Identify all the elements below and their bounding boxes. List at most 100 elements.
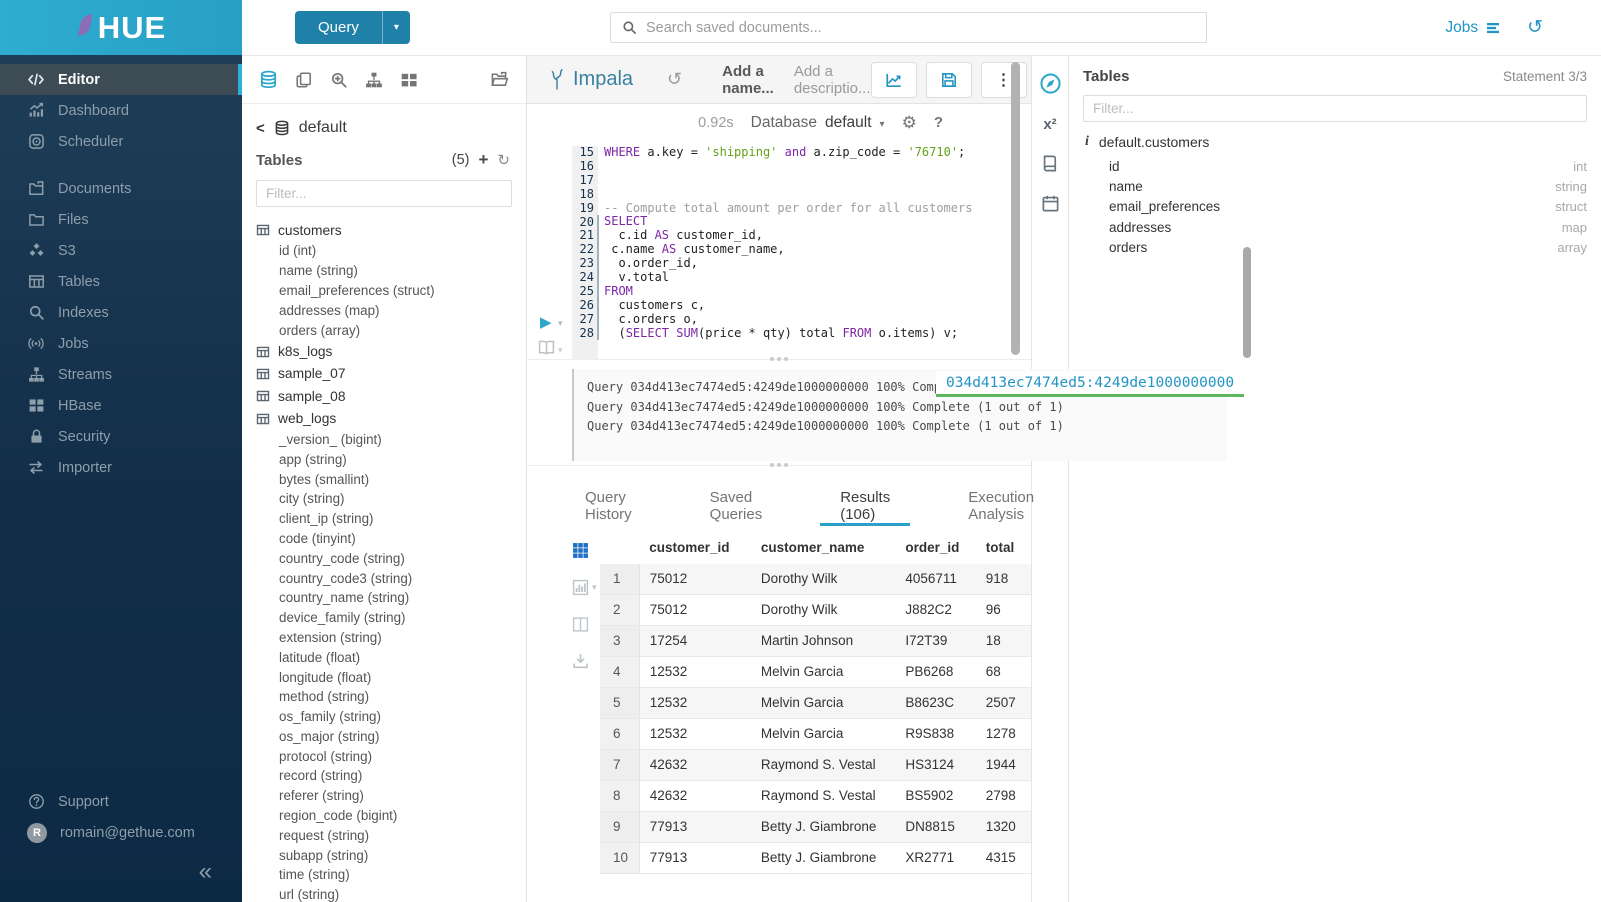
add-table-icon[interactable]: + (478, 150, 489, 169)
grid-view-icon[interactable] (572, 542, 597, 559)
column-item[interactable]: bytes (smallint) (279, 471, 370, 487)
sidebar-item-files[interactable]: Files (0, 204, 242, 235)
table-row[interactable]: 4 12532 Melvin Garcia PB6268 68 (600, 656, 1031, 688)
results-resize-handle[interactable] (527, 463, 1031, 475)
columns-view-icon[interactable] (572, 616, 597, 633)
table-row[interactable]: 7 42632 Raymond S. Vestal HS3124 1944 (600, 749, 1031, 781)
refresh-icon[interactable]: ↻ (497, 152, 510, 169)
table-item-sample-07[interactable]: sample_07 (256, 363, 526, 385)
column-item[interactable]: latitude (float) (279, 649, 361, 665)
column-item[interactable]: email_preferences (struct) (279, 282, 435, 298)
schema-column-addresses[interactable]: addresses map (1083, 217, 1587, 237)
column-item[interactable]: code (tinyint) (279, 530, 356, 546)
editor-code[interactable]: WHERE a.key = 'shipping' and a.zip_code … (598, 145, 972, 359)
active-table-ref[interactable]: i default.customers (1085, 134, 1587, 150)
column-item[interactable]: method (string) (279, 689, 370, 705)
tab-saved-queries[interactable]: Saved Queries (709, 489, 763, 523)
engine-selector[interactable]: Impala (549, 68, 633, 91)
table-row[interactable]: 3 17254 Martin Johnson I72T39 18 (600, 625, 1031, 657)
hue-logo[interactable]: HUE (0, 0, 242, 55)
sidebar-item-editor[interactable]: Editor (0, 64, 242, 95)
tab-execution-analysis[interactable]: Execution Analysis (968, 489, 1035, 523)
editor-scrollbar[interactable] (1243, 247, 1251, 358)
column-item[interactable]: request (string) (279, 827, 370, 843)
panel-scrollbar[interactable] (1011, 62, 1020, 355)
column-item[interactable]: record (string) (279, 768, 363, 784)
chart-button[interactable] (870, 61, 917, 98)
column-header-customer-id[interactable]: customer_id (649, 540, 730, 555)
schedule-calendar-icon[interactable] (1041, 194, 1060, 213)
help-icon[interactable]: ? (933, 114, 943, 131)
sidebar-item-hbase[interactable]: HBase (0, 390, 242, 421)
column-item[interactable]: region_code (bigint) (279, 808, 398, 824)
sitemap-icon[interactable] (365, 71, 383, 89)
table-row[interactable]: 2 75012 Dorothy Wilk J882C2 96 (600, 594, 1031, 626)
schema-column-name[interactable]: name string (1083, 176, 1587, 196)
zoom-in-icon[interactable] (330, 71, 348, 89)
query-dropdown-caret[interactable]: ▾ (381, 11, 410, 44)
table-item-k8s-logs[interactable]: k8s_logs (256, 340, 526, 362)
table-row[interactable]: 1 75012 Dorothy Wilk 4056711 918 (600, 564, 1031, 595)
column-header-total[interactable]: total (985, 540, 1015, 555)
table-item-customers[interactable]: customers (256, 219, 526, 241)
chart-view-icon[interactable]: ▾ (572, 579, 597, 596)
download-icon[interactable] (572, 653, 597, 670)
tab-query-history[interactable]: Query History (585, 489, 632, 523)
query-id-overlay[interactable]: 034d413ec7474ed5:4249de1000000000 (936, 371, 1245, 397)
sidebar-item-importer[interactable]: Importer (0, 452, 242, 483)
apps-grid-icon[interactable] (400, 71, 418, 89)
table-row[interactable]: 8 42632 Raymond S. Vestal BS5902 2798 (600, 780, 1031, 812)
sidebar-item-streams[interactable]: Streams (0, 359, 242, 390)
column-item[interactable]: name (string) (279, 263, 358, 279)
column-item[interactable]: extension (string) (279, 629, 382, 645)
chart-type-caret[interactable]: ▾ (592, 582, 597, 592)
tab-results-106[interactable]: Results (106) (820, 475, 911, 526)
column-item[interactable]: subapp (string) (279, 847, 369, 863)
history-icon[interactable]: ↺ (1527, 17, 1543, 38)
jobs-link[interactable]: Jobs (1445, 19, 1501, 37)
open-folder-icon[interactable] (490, 70, 509, 89)
table-row[interactable]: 9 77913 Betty J. Giambrone DN8815 1320 (600, 811, 1031, 843)
save-button[interactable] (925, 61, 972, 98)
execute-options-caret[interactable]: ▾ (558, 318, 563, 328)
sidebar-item-tables[interactable]: Tables (0, 266, 242, 297)
sidebar-item-s3[interactable]: S3 (0, 235, 242, 266)
column-item[interactable]: country_name (string) (279, 590, 410, 606)
column-item[interactable]: country_code (string) (279, 550, 405, 566)
query-name-field[interactable]: Add a name... (722, 62, 774, 97)
query-description-field[interactable]: Add a descriptio... (793, 62, 871, 97)
search-input[interactable] (646, 19, 1206, 36)
column-item[interactable]: city (string) (279, 491, 345, 507)
sidebar-item-user[interactable]: R romain@gethue.com (0, 817, 242, 848)
presentation-mode-icon[interactable] (538, 340, 555, 355)
sidebar-item-security[interactable]: Security (0, 421, 242, 452)
log-resize-handle[interactable] (527, 357, 1031, 369)
database-source-icon[interactable] (259, 70, 278, 89)
database-dropdown[interactable]: Database default ▾ (751, 114, 885, 132)
schema-column-email-preferences[interactable]: email_preferences struct (1083, 197, 1587, 217)
column-header-customer-name[interactable]: customer_name (760, 540, 865, 555)
column-item[interactable]: country_code3 (string) (279, 570, 413, 586)
column-item[interactable]: _version_ (bigint) (279, 431, 382, 447)
assistant-compass-icon[interactable] (1039, 72, 1062, 95)
column-item[interactable]: client_ip (string) (279, 511, 374, 527)
table-item-sample-08[interactable]: sample_08 (256, 385, 526, 407)
sidebar-item-dashboard[interactable]: Dashboard (0, 95, 242, 126)
table-item-web-logs[interactable]: web_logs (256, 408, 526, 430)
schema-column-orders[interactable]: orders array (1083, 237, 1587, 257)
column-item[interactable]: os_family (string) (279, 709, 381, 725)
column-item[interactable]: time (string) (279, 867, 350, 883)
table-row[interactable]: 10 77913 Betty J. Giambrone XR2771 4315 (600, 842, 1031, 874)
column-header-order-id[interactable]: order_id (905, 540, 960, 555)
query-button[interactable]: Query ▾ (295, 11, 410, 44)
language-reference-icon[interactable] (1041, 154, 1060, 173)
database-name[interactable]: default (298, 119, 347, 136)
back-icon[interactable]: < (256, 119, 265, 137)
column-item[interactable]: id (int) (279, 243, 317, 259)
sidebar-item-jobs[interactable]: Jobs (0, 328, 242, 359)
column-item[interactable]: app (string) (279, 451, 347, 467)
query-history-icon[interactable]: ↺ (667, 69, 683, 89)
column-item[interactable]: protocol (string) (279, 748, 373, 764)
column-item[interactable]: os_major (string) (279, 728, 380, 744)
table-row[interactable]: 5 12532 Melvin Garcia B8623C 2507 (600, 687, 1031, 719)
